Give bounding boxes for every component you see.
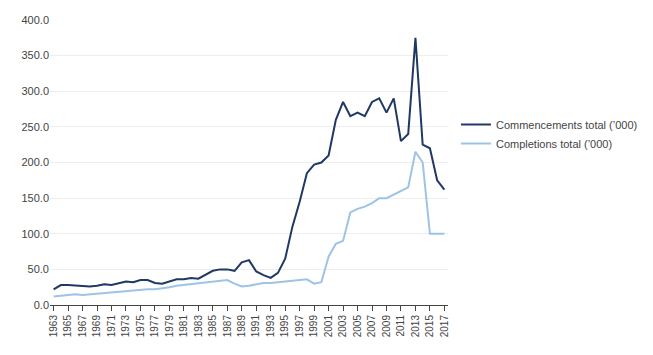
- svg-text:50.0: 50.0: [28, 263, 49, 275]
- svg-text:1997: 1997: [294, 315, 305, 338]
- svg-text:2013: 2013: [410, 315, 421, 338]
- svg-text:1977: 1977: [149, 315, 160, 338]
- svg-text:200.0: 200.0: [21, 156, 49, 168]
- svg-text:150.0: 150.0: [21, 192, 49, 204]
- svg-text:2017: 2017: [439, 315, 450, 338]
- svg-text:1985: 1985: [207, 315, 218, 338]
- svg-text:2003: 2003: [337, 315, 348, 338]
- svg-text:Commencements total (’000): Commencements total (’000): [496, 119, 637, 131]
- svg-text:400.0: 400.0: [21, 14, 49, 26]
- svg-text:1993: 1993: [265, 315, 276, 338]
- svg-text:1963: 1963: [48, 315, 59, 338]
- svg-text:100.0: 100.0: [21, 228, 49, 240]
- svg-text:1979: 1979: [164, 315, 175, 338]
- svg-text:2001: 2001: [323, 315, 334, 338]
- svg-text:0.0: 0.0: [34, 299, 49, 311]
- svg-text:1999: 1999: [308, 315, 319, 338]
- svg-text:1971: 1971: [106, 315, 117, 338]
- svg-text:1981: 1981: [178, 315, 189, 338]
- svg-text:350.0: 350.0: [21, 49, 49, 61]
- svg-text:1973: 1973: [120, 315, 131, 338]
- svg-text:1965: 1965: [62, 315, 73, 338]
- svg-text:1969: 1969: [91, 315, 102, 338]
- svg-text:1975: 1975: [135, 315, 146, 338]
- svg-text:2007: 2007: [366, 315, 377, 338]
- svg-text:1991: 1991: [250, 315, 261, 338]
- svg-text:2015: 2015: [424, 315, 435, 338]
- svg-text:1995: 1995: [279, 315, 290, 338]
- svg-text:2009: 2009: [381, 315, 392, 338]
- svg-text:300.0: 300.0: [21, 85, 49, 97]
- svg-text:2011: 2011: [395, 315, 406, 337]
- svg-text:250.0: 250.0: [21, 121, 49, 133]
- svg-text:1989: 1989: [236, 315, 247, 338]
- svg-text:1983: 1983: [193, 315, 204, 338]
- svg-text:1987: 1987: [222, 315, 233, 338]
- svg-text:Completions total (’000): Completions total (’000): [496, 138, 612, 150]
- svg-text:2005: 2005: [352, 315, 363, 338]
- svg-text:1967: 1967: [77, 315, 88, 338]
